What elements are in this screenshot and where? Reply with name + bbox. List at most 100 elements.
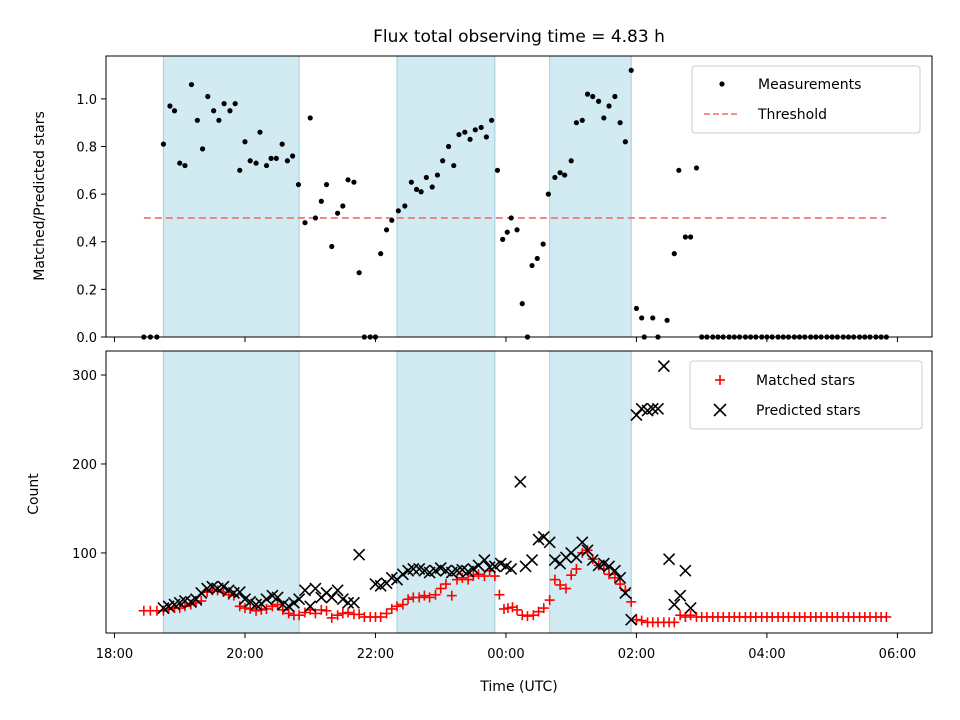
- measurement-point-26: [284, 158, 290, 164]
- measurement-point-57: [456, 131, 462, 138]
- measurement-point-71: [529, 262, 535, 269]
- measurement-point-8: [188, 81, 195, 88]
- measurement-point-63: [488, 117, 495, 123]
- top-ytick-label-5: 1.0: [76, 93, 97, 108]
- matched-point-33: [321, 605, 332, 616]
- top-shade-1: [396, 56, 495, 337]
- predicted-point-24: [287, 596, 300, 609]
- measurement-point-60: [472, 127, 478, 133]
- measurement-point-3: [160, 141, 167, 147]
- measurement-point-48: [408, 179, 414, 185]
- top-ytick-label-0: 0.0: [76, 331, 97, 346]
- bottom-shade-2: [549, 351, 632, 633]
- measurement-point-35: [335, 210, 341, 216]
- measurement-point-87: [617, 120, 623, 126]
- matched-point-46: [391, 601, 402, 612]
- predicted-point-92: [674, 589, 687, 602]
- measurement-point-47: [402, 203, 408, 209]
- matched-point-26: [283, 608, 294, 619]
- measurement-point-89: [628, 67, 634, 73]
- matched-point-34: [326, 612, 337, 623]
- measurement-point-91: [639, 315, 645, 321]
- predicted-point-55: [467, 562, 480, 576]
- matched-point-65: [494, 589, 505, 600]
- legend-predicted-marker: [713, 403, 727, 417]
- bottom-legend-box: [689, 360, 923, 430]
- predicted-point-7: [195, 586, 208, 600]
- measurement-point-16: [232, 101, 238, 107]
- measurement-point-80: [579, 117, 585, 123]
- predicted-point-90: [662, 553, 676, 566]
- measurement-point-51: [423, 174, 429, 181]
- predicted-point-44: [407, 562, 420, 576]
- measurement-point-67: [508, 215, 514, 221]
- measurement-point-65: [500, 236, 506, 242]
- top-x-ticks: [113, 337, 898, 342]
- matched-point-7: [179, 601, 190, 612]
- predicted-point-94: [684, 602, 697, 615]
- matched-point-18: [239, 603, 250, 614]
- matched-point-99: [675, 610, 686, 621]
- measurement-point-34: [329, 243, 335, 250]
- top-axes-frame: [105, 55, 933, 338]
- ratio-panel: 0.0 0.2 0.4 0.6 0.8 1.0 Matched/Predicted sta…: [32, 55, 933, 346]
- predicted-point-75: [581, 544, 594, 557]
- legend-measurements-label: Measurements: [758, 77, 861, 93]
- measurement-point-66: [504, 229, 510, 235]
- predicted-point-62: [505, 562, 518, 576]
- chart-title: Flux total observing time = 4.83 h: [373, 27, 665, 47]
- top-ytick-label-4: 0.8: [76, 140, 97, 155]
- measurement-point-37: [345, 177, 351, 183]
- predicted-point-52: [450, 564, 464, 577]
- matched-point-56: [446, 590, 457, 601]
- measurement-point-9: [194, 117, 200, 123]
- measurement-point-58: [462, 129, 468, 135]
- matched-point-17: [234, 601, 245, 612]
- predicted-point-82: [619, 586, 632, 600]
- predicted-point-57: [478, 553, 491, 567]
- measurement-point-45: [389, 217, 395, 223]
- matched-point-80: [571, 563, 582, 574]
- matched-point-28: [294, 610, 305, 621]
- measurement-point-53: [434, 172, 441, 178]
- matched-point-59: [463, 574, 474, 585]
- predicted-point-35: [347, 596, 360, 609]
- predicted-point-31: [325, 591, 338, 604]
- predicted-point-73: [570, 551, 583, 564]
- bottom-xtick-label-5: 04:00: [748, 647, 785, 662]
- measurement-point-6: [177, 160, 183, 166]
- matched-point-52: [424, 592, 435, 603]
- top-shade-0: [163, 56, 300, 337]
- predicted-point-69: [548, 553, 561, 567]
- matched-point-31: [310, 608, 321, 619]
- predicted-point-38: [374, 579, 387, 592]
- matched-point-55: [440, 579, 451, 590]
- matched-point-43: [375, 611, 386, 622]
- legend-matched-marker: [715, 375, 725, 385]
- matched-point-53: [430, 589, 441, 600]
- matched-point-79: [566, 570, 577, 581]
- matched-point-45: [386, 603, 397, 614]
- matched-point-137: [881, 611, 892, 622]
- top-ytick-label-1: 0.2: [76, 283, 97, 298]
- measurement-point-7: [182, 162, 188, 169]
- predicted-point-80: [608, 564, 621, 577]
- measurement-point-90: [633, 305, 640, 312]
- legend-matched-label: Matched stars: [756, 373, 855, 389]
- bottom-xtick-label-1: 20:00: [226, 647, 263, 662]
- predicted-point-68: [543, 536, 556, 549]
- measurement-point-68: [514, 227, 520, 233]
- measurement-point-27: [290, 153, 296, 159]
- count-panel: 100 200 300 18:00 20:00 22:00 00:00 02:00 04:00…: [26, 350, 933, 695]
- measurement-point-20: [253, 160, 259, 166]
- predicted-point-11: [217, 580, 230, 593]
- measurement-point-14: [221, 101, 227, 107]
- measurement-point-44: [383, 227, 390, 233]
- measurement-point-28: [295, 181, 302, 188]
- measurement-point-33: [323, 181, 330, 188]
- measurement-point-86: [612, 93, 618, 100]
- predicted-point-59: [488, 560, 501, 573]
- measurement-point-52: [429, 184, 435, 190]
- measurement-point-69: [519, 301, 525, 307]
- measurement-point-4: [167, 103, 173, 109]
